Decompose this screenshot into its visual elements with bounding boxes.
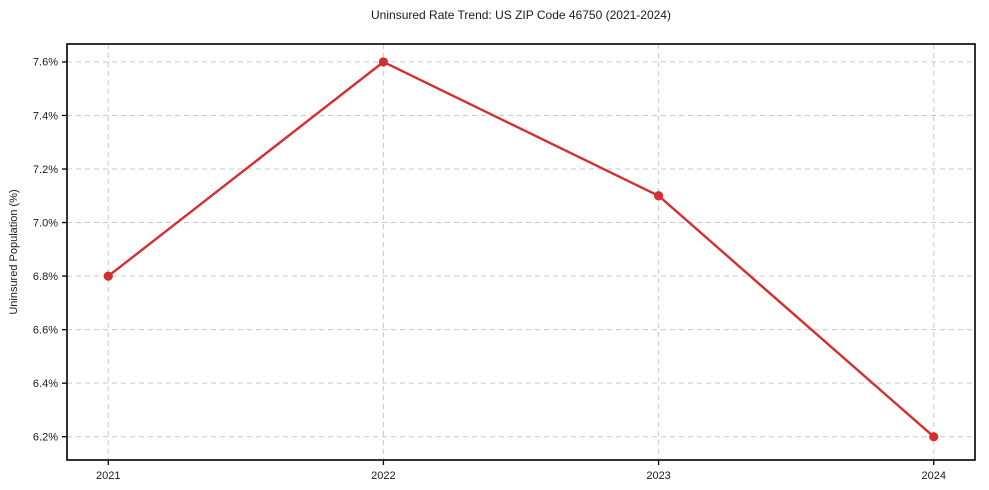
y-tick-label: 7.4% [33,110,58,122]
data-point-marker [378,57,389,67]
chart-title: Uninsured Rate Trend: US ZIP Code 46750 … [371,8,671,22]
trend-line [107,60,935,438]
x-tick-label: 2023 [646,470,670,482]
x-tick-label: 2022 [371,470,395,482]
y-tick-label: 6.2% [33,432,58,444]
data-point-marker [653,191,664,201]
y-tick-label: 6.6% [33,324,58,336]
y-tick-label: 7.6% [33,57,58,69]
y-axis-title: Uninsured Population (%) [8,189,20,315]
plot-border [66,43,976,461]
data-point-marker [103,271,113,281]
x-tick-label: 2021 [96,470,120,482]
y-tick-label: 7.2% [33,164,58,176]
y-tick-label: 6.4% [33,378,58,390]
y-tick-label: 7.0% [33,217,58,229]
y-tick-label: 6.8% [33,271,58,283]
x-tick-label: 2024 [921,470,945,482]
data-point-marker [929,432,939,442]
